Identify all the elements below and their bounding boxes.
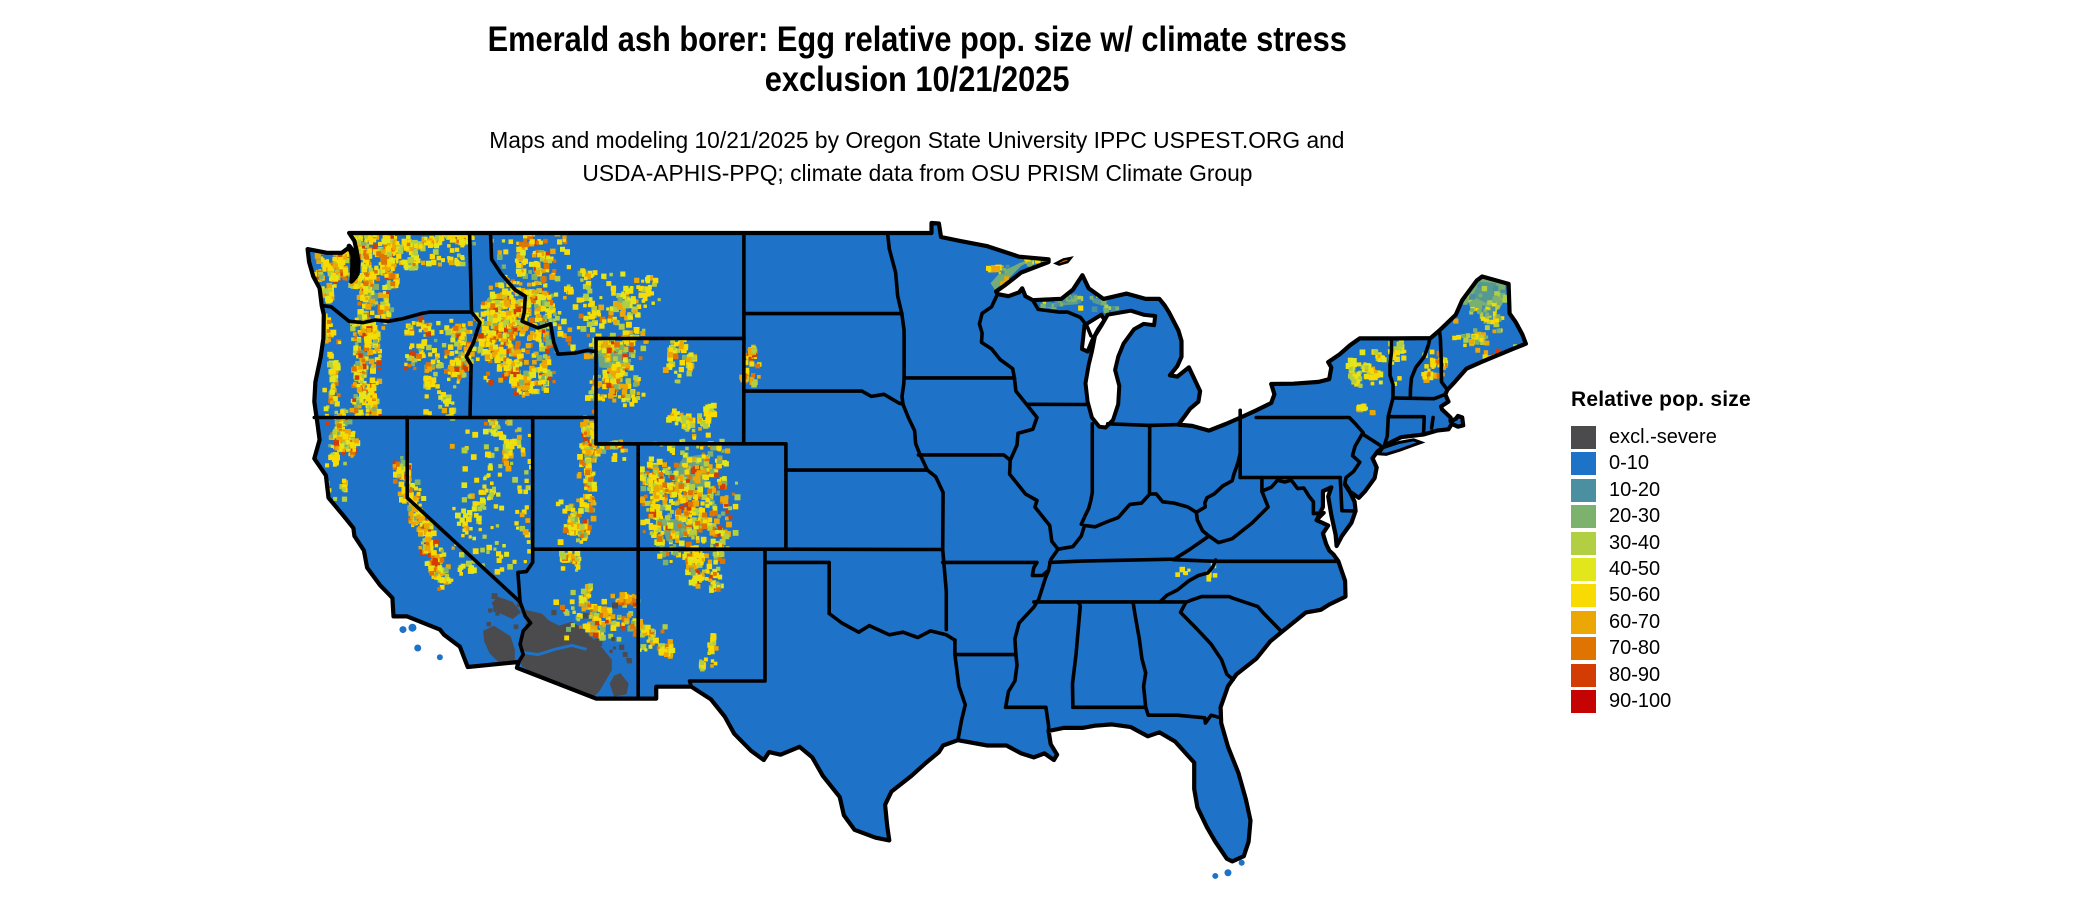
- page-subtitle: Maps and modeling 10/21/2025 by Oregon S…: [0, 124, 1834, 190]
- state-border: [1108, 424, 1179, 426]
- legend-entry: 90-100: [1571, 690, 1751, 713]
- legend-entry: 10-20: [1571, 479, 1751, 502]
- channel-island: [408, 624, 416, 632]
- florida-key: [1239, 860, 1245, 866]
- channel-island: [414, 645, 421, 652]
- channel-island: [399, 626, 406, 633]
- legend-entry: 70-80: [1571, 637, 1751, 660]
- legend-swatch: [1571, 611, 1596, 634]
- legend-label: 80-90: [1609, 664, 1660, 687]
- legend-swatch: [1571, 532, 1596, 555]
- isle-royale: [1056, 258, 1071, 265]
- subtitle-line-2: USDA-APHIS-PPQ; climate data from OSU PR…: [0, 157, 1834, 190]
- legend-label: 50-60: [1609, 584, 1660, 607]
- subtitle-line-1: Maps and modeling 10/21/2025 by Oregon S…: [0, 124, 1834, 157]
- legend-entry: 80-90: [1571, 664, 1751, 687]
- legend-entry: 30-40: [1571, 532, 1751, 555]
- legend-swatch: [1571, 505, 1596, 528]
- legend-entry: 40-50: [1571, 558, 1751, 581]
- legend-label: 20-30: [1609, 505, 1660, 528]
- legend-entry: 60-70: [1571, 611, 1751, 634]
- florida-key: [1212, 873, 1218, 879]
- florida-key: [1224, 869, 1231, 876]
- legend-label: 70-80: [1609, 637, 1660, 660]
- legend-label: 30-40: [1609, 532, 1660, 555]
- legend-entry: 20-30: [1571, 505, 1751, 528]
- title-line-1: Emerald ash borer: Egg relative pop. siz…: [0, 20, 1834, 60]
- legend-label: 90-100: [1609, 690, 1671, 713]
- page-title: Emerald ash borer: Egg relative pop. siz…: [0, 20, 1834, 100]
- legend-swatch: [1571, 584, 1596, 607]
- legend-entry: 0-10: [1571, 452, 1751, 475]
- legend: Relative pop. size excl.-severe 0-10 10-20…: [1571, 388, 1751, 716]
- legend-swatch: [1571, 452, 1596, 475]
- legend-label: 40-50: [1609, 558, 1660, 581]
- legend-swatch: [1571, 637, 1596, 660]
- legend-entry: excl.-severe: [1571, 426, 1751, 449]
- legend-label: 60-70: [1609, 611, 1660, 634]
- legend-swatch: [1571, 558, 1596, 581]
- legend-label: 0-10: [1609, 452, 1649, 475]
- state-border: [470, 233, 472, 312]
- legend-label: 10-20: [1609, 479, 1660, 502]
- legend-swatch: [1571, 690, 1596, 713]
- legend-label: excl.-severe: [1609, 426, 1717, 449]
- legend-title: Relative pop. size: [1571, 388, 1751, 412]
- legend-swatch: [1571, 664, 1596, 687]
- state-border: [1432, 418, 1434, 429]
- legend-swatch: [1571, 426, 1596, 449]
- channel-island: [437, 654, 443, 660]
- legend-entry: 50-60: [1571, 584, 1751, 607]
- title-line-2: exclusion 10/21/2025: [0, 60, 1834, 100]
- legend-rows: excl.-severe 0-10 10-20 20-30 30-40 40-50 50-6…: [1571, 426, 1751, 713]
- legend-swatch: [1571, 479, 1596, 502]
- state-border: [1174, 560, 1339, 562]
